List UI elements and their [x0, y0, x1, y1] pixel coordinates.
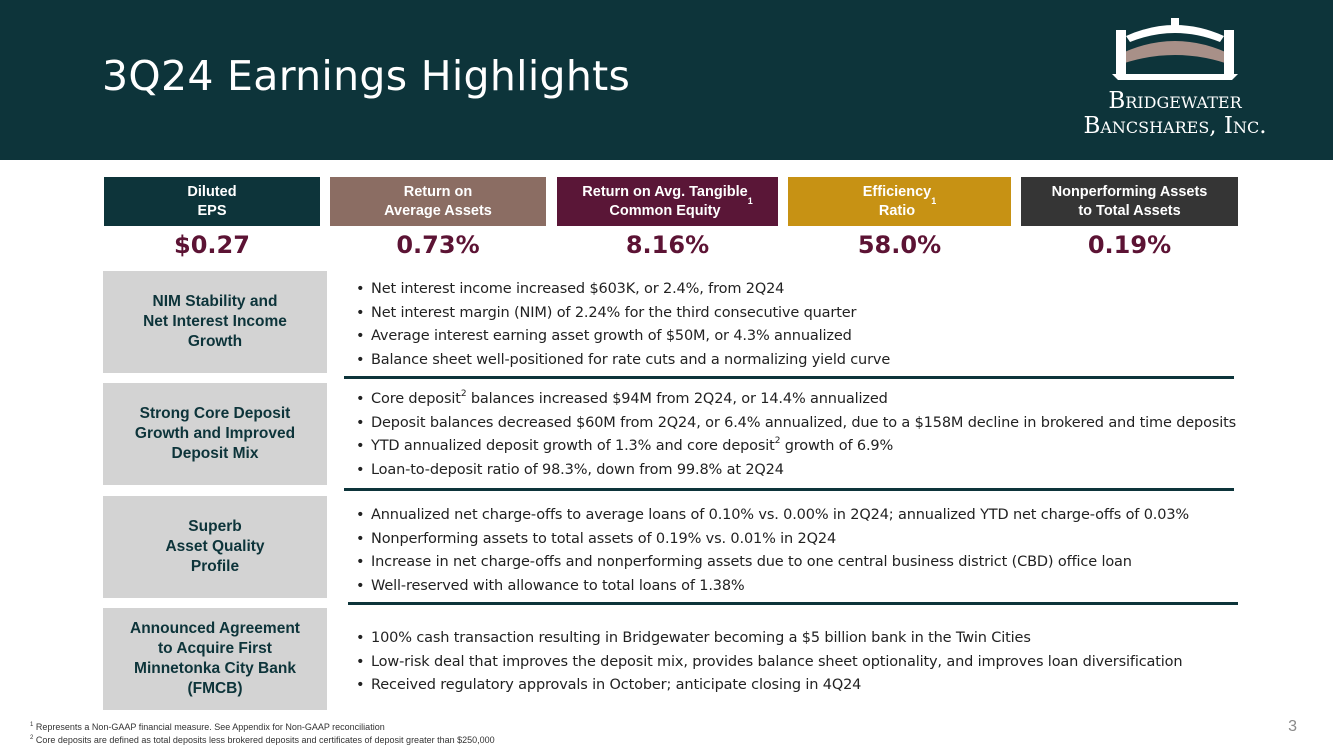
footnotes: 1 Represents a Non-GAAP financial measur… [30, 720, 495, 746]
kpi-label-npa: Nonperforming Assets to Total Assets [1021, 177, 1238, 226]
logo-line-2: Bancshares, Inc. [1083, 113, 1267, 139]
kpi-label-diluted-eps: Diluted EPS [104, 177, 320, 226]
header-band: 3Q24 Earnings Highlights Bridgewater Ban… [0, 0, 1333, 160]
bullet-item: Annualized net charge-offs to average lo… [356, 504, 1189, 528]
section-label-asset-quality: Superb Asset Quality Profile [103, 496, 327, 598]
bridge-arch-icon [1112, 18, 1238, 80]
bullet-item: Increase in net charge-offs and nonperfo… [356, 551, 1189, 575]
bullet-item: Nonperforming assets to total assets of … [356, 528, 1189, 552]
page-number: 3 [1288, 718, 1297, 735]
bullet-item: Balance sheet well-positioned for rate c… [356, 349, 890, 373]
kpi-label-rotce: Return on Avg. Tangible Common Equity 1 [557, 177, 778, 226]
section-bullets-acquisition: 100% cash transaction resulting in Bridg… [356, 627, 1183, 698]
logo-wordmark: Bridgewater Bancshares, Inc. [1060, 89, 1290, 139]
page-title: 3Q24 Earnings Highlights [102, 52, 631, 100]
kpi-footnote-marker: 1 [931, 196, 937, 206]
kpi-value-diluted-eps: $0.27 [174, 231, 250, 259]
section-divider [344, 488, 1234, 491]
bullet-item: Well-reserved with allowance to total lo… [356, 575, 1189, 599]
footnote-2: 2 Core deposits are defined as total dep… [30, 735, 495, 745]
bullet-item: Net interest margin (NIM) of 2.24% for t… [356, 302, 890, 326]
kpi-value-npa: 0.19% [1087, 231, 1172, 259]
section-label-acquisition: Announced Agreement to Acquire First Min… [103, 608, 327, 710]
section-divider [348, 602, 1238, 605]
section-label-nim: NIM Stability and Net Interest Income Gr… [103, 271, 327, 373]
bullet-item: Average interest earning asset growth of… [356, 325, 890, 349]
section-bullets-asset-quality: Annualized net charge-offs to average lo… [356, 504, 1189, 598]
footnote-1: 1 Represents a Non-GAAP financial measur… [30, 722, 385, 732]
bullet-item: Loan-to-deposit ratio of 98.3%, down fro… [356, 459, 1236, 483]
bullet-item: Deposit balances decreased $60M from 2Q2… [356, 412, 1236, 436]
kpi-label-roaa: Return on Average Assets [330, 177, 546, 226]
company-logo: Bridgewater Bancshares, Inc. [1060, 16, 1290, 146]
bullet-item: Net interest income increased $603K, or … [356, 278, 890, 302]
section-label-deposits: Strong Core Deposit Growth and Improved … [103, 383, 327, 485]
kpi-footnote-marker: 1 [747, 196, 753, 206]
kpi-value-efficiency: 58.0% [857, 231, 942, 259]
section-bullets-nim: Net interest income increased $603K, or … [356, 278, 890, 372]
section-divider [344, 376, 1234, 379]
kpi-label-efficiency: Efficiency Ratio 1 [788, 177, 1011, 226]
kpi-value-roaa: 0.73% [396, 231, 480, 259]
bullet-item: Received regulatory approvals in October… [356, 674, 1182, 698]
kpi-value-rotce: 8.16% [625, 231, 710, 259]
section-bullets-deposits: Core deposit2 balances increased $94M fr… [356, 388, 1236, 482]
bullet-item: Core deposit2 balances increased $94M fr… [356, 388, 1236, 412]
bullet-item: 100% cash transaction resulting in Bridg… [356, 627, 1182, 651]
bullet-item: YTD annualized deposit growth of 1.3% an… [356, 435, 1236, 459]
logo-line-1: Bridgewater [1108, 88, 1242, 114]
bullet-item: Low-risk deal that improves the deposit … [356, 651, 1183, 675]
